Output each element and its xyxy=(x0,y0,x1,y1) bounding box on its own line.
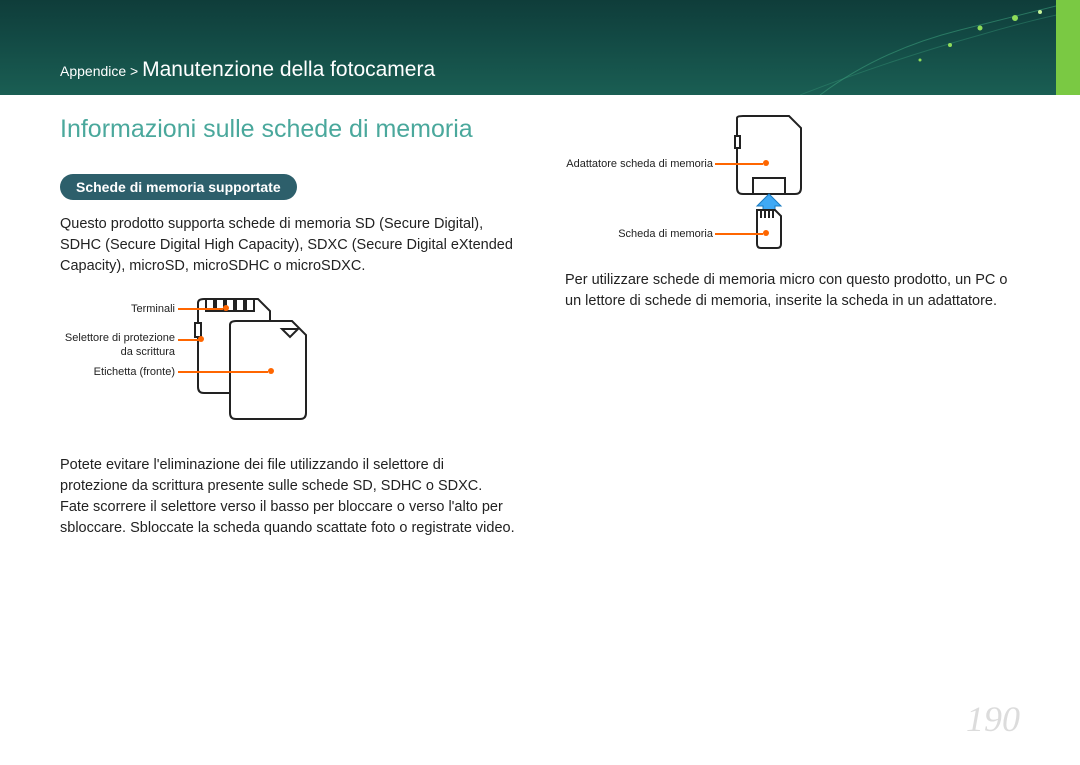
label-etichetta: Etichetta (fronte) xyxy=(60,365,175,379)
adapter-diagram: Adattatore scheda di memoria Scheda di m… xyxy=(565,115,1020,260)
page-number: 190 xyxy=(966,698,1020,740)
callout-line xyxy=(178,308,223,310)
right-paragraph-1: Per utilizzare schede di memoria micro c… xyxy=(565,270,1020,312)
right-column: Adattatore scheda di memoria Scheda di m… xyxy=(565,115,1020,557)
callout-dot xyxy=(763,230,769,236)
label-scheda: Scheda di memoria xyxy=(565,227,713,241)
label-terminali: Terminali xyxy=(60,302,175,316)
callout-dot xyxy=(223,305,229,311)
breadcrumb-main: Manutenzione della fotocamera xyxy=(142,58,435,81)
label-selettore: Selettore di protezione da scrittura xyxy=(60,331,175,360)
green-side-tab xyxy=(1056,0,1080,95)
callout-line xyxy=(715,163,763,165)
callout-line xyxy=(715,233,763,235)
content-area: Informazioni sulle schede di memoria Sch… xyxy=(60,115,1020,557)
left-paragraph-2: Potete evitare l'eliminazione dei file u… xyxy=(60,455,515,539)
subsection-pill: Schede di memoria supportate xyxy=(60,174,297,200)
label-adattatore: Adattatore scheda di memoria xyxy=(565,157,713,171)
callout-line xyxy=(178,371,268,373)
callout-dot xyxy=(268,368,274,374)
breadcrumb: Appendice > Manutenzione della fotocamer… xyxy=(60,58,435,82)
sd-card-diagram: Terminali Selettore di protezione da scr… xyxy=(60,295,515,435)
section-title: Informazioni sulle schede di memoria xyxy=(60,115,515,144)
callout-dot xyxy=(198,336,204,342)
header-decoration xyxy=(800,0,1080,95)
sd-cards-svg xyxy=(190,295,450,435)
callout-line xyxy=(178,339,200,341)
left-column: Informazioni sulle schede di memoria Sch… xyxy=(60,115,515,557)
callout-dot xyxy=(763,160,769,166)
left-paragraph-1: Questo prodotto supporta schede di memor… xyxy=(60,214,515,277)
breadcrumb-prefix: Appendice > xyxy=(60,63,142,79)
